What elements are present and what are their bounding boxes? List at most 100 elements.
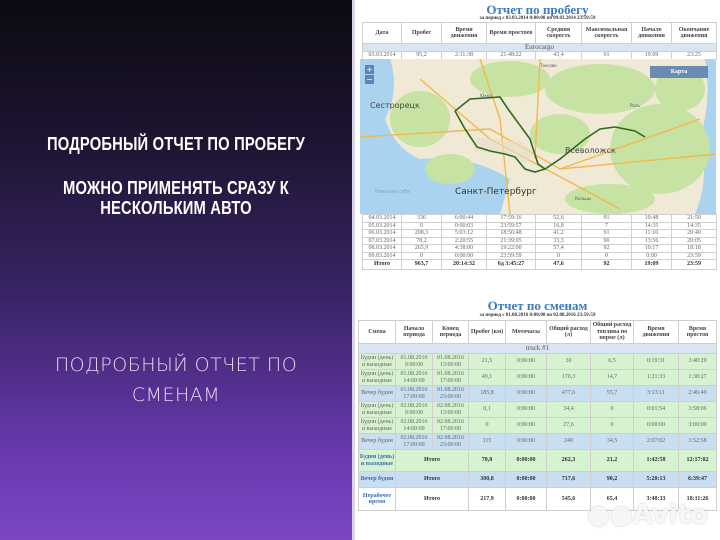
total-cell: 18:11:26 [678,487,717,511]
table-cell: 0:00 [631,251,672,260]
map-label: Санкт-Петербург [455,187,537,197]
promo-shifts-line1: ПОДРОБНЫЙ ОТЧЕТ ПО [54,354,298,376]
shift-row: Вечер будни 01.08.2016 17:00:00 01.08.2016… [358,385,717,402]
table-cell: 57,4 [535,244,582,253]
table-cell: 2:07:02 [633,433,679,450]
avito-watermark: ●●Avito [587,500,708,530]
total-cell: 20:14:32 [441,259,487,270]
total-cell: 47,6 [535,259,582,270]
total-cell: Итого [395,471,469,488]
total-cell: 545,6 [546,487,591,511]
column-header: Средняя скорость [535,22,582,44]
column-header: Моточасы [505,320,547,344]
total-cell: 262,3 [546,449,591,472]
total-row: Итого 963,7 20:14:32 6д 3:45:27 47,6 92 19:09 2… [362,259,717,270]
total-cell: Нерабочее время [358,487,396,511]
table-cell: 17:59:16 [486,214,536,223]
table-row: 03.03.2014 95,2 2:11:38 21:48:22 43,4 91 19:09… [362,51,717,60]
column-header: Смена [358,320,396,344]
table-cell: 10:48 [631,214,672,223]
table-cell: 3:58:06 [678,401,717,418]
table-cell: 208,3 [401,229,442,238]
total-cell: 12:17:02 [678,449,717,472]
table-cell: 336 [401,214,442,223]
table-cell: 0 [401,221,442,230]
table-cell: 04.03.2014 [362,214,402,223]
table-cell: 3:00:00 [678,417,717,434]
total-cell: 90,2 [590,471,634,488]
table-cell: 90 [581,236,632,245]
table-cell: 3:13:11 [633,385,679,402]
column-header: Дата [362,22,402,44]
table-row: 04.03.2014 336 6:00:44 17:59:16 52,6 91 10:48 2… [362,214,717,223]
table-cell: 2:20:55 [441,236,487,245]
table-cell: 02.08.2016 14:00:00 [395,417,433,434]
table-cell: 16,8 [535,221,582,230]
table-cell: 0:00:00 [441,251,487,260]
table-cell: 01.08.2016 17:00:00 [395,385,433,402]
table-cell: 49,1 [468,369,506,386]
table-cell: 265,9 [401,244,442,253]
group-row: Eurocargo [362,43,717,52]
table-cell: 0 [401,251,442,260]
total-cell: 717,6 [546,471,591,488]
table-cell: 6:00:44 [441,214,487,223]
total-cell: 1:42:58 [633,449,679,472]
shift-total-row: Вечер будни Итого 300,8 0:00:00 717,6 90,2 5:2… [358,471,717,488]
table-cell: 34,4 [546,401,591,418]
route-map[interactable]: Сестрорецк Санкт-Петербург Всеволожск Не… [360,59,716,214]
promo-multi-vehicle-line1: МОЖНО ПРИМЕНЯТЬ СРАЗУ К [63,178,289,198]
table-row: 09.03.2014 0 0:00:00 23:59:59 0 0 0:00 23:59 [362,251,717,260]
column-header: Начало движения [631,22,672,44]
table-cell: 477,6 [546,385,591,402]
promo-panel: ПОДРОБНЫЙ ОТЧЕТ ПО ПРОБЕГУ МОЖНО ПРИМЕНЯ… [0,0,352,540]
table-cell: 0:00:03 [441,221,487,230]
table-cell: 55,7 [590,385,634,402]
total-cell: 300,8 [468,471,506,488]
table-cell: 0:19:31 [633,353,679,370]
table-cell: 1:38:27 [678,369,717,386]
table-cell: 3:40:29 [678,353,717,370]
table-cell: 01.08.2016 23:00:00 [432,385,469,402]
promo-multi-vehicle-line2: НЕСКОЛЬКИМ АВТО [100,198,252,218]
table-cell: 0 [581,251,632,260]
table-cell: 11:10 [631,229,672,238]
table-cell: 0 [590,401,634,418]
table-cell: 5:03:12 [441,229,487,238]
total-cell: 19:09 [631,259,672,270]
shift-total-row: Нерабочее время Итого 217,9 0:00:00 545,6 65,… [358,487,717,511]
table-cell: 05.03.2014 [362,221,402,230]
total-cell: Вечер будни [358,471,396,488]
table-cell: 91 [581,229,632,238]
reports-panel: Отчет по пробегу за период с 03.03.2014 … [355,0,720,540]
total-cell: 0:00:00 [505,449,547,472]
table-cell: 18:56:48 [486,229,536,238]
zoom-in-button[interactable]: + [365,65,374,74]
column-header: Максимальная скорость [581,22,632,44]
table-cell: 52,6 [535,214,582,223]
table-cell: Будни (день) и выходные [358,353,396,370]
table-cell: 01.08.2016 13:00:00 [432,353,469,370]
zoom-out-button[interactable]: − [365,75,374,84]
total-cell: 6:39:47 [678,471,717,488]
table-cell: 02.08.2016 17:00:00 [395,433,433,450]
table-cell: 01.08.2016 9:00:00 [395,353,433,370]
table-cell: 18:18 [671,244,717,253]
total-cell: 6д 3:45:27 [486,259,536,270]
map-label: Невская губа [375,189,410,195]
table-cell: 0:00:00 [505,369,547,386]
route-line [454,96,646,173]
table-cell: 115 [468,433,506,450]
total-cell: 92 [581,259,632,270]
table-cell: 23:59 [671,251,717,260]
total-cell: 963,7 [401,259,442,270]
promo-heading-mileage: ПОДРОБНЫЙ ОТЧЕТ ПО ПРОБЕГУ [46,134,305,154]
map-label: Разъ [630,103,640,108]
table-cell: 0:00:00 [633,417,679,434]
table-cell: 14,7 [590,369,634,386]
table-cell: 19:22:00 [486,244,536,253]
table-cell: 0 [535,251,582,260]
map-toggle-button[interactable]: Карта [650,66,708,78]
table-cell: Вечер будни [358,433,396,450]
shift-row: Вечер будни 02.08.2016 17:00:00 02.08.2016… [358,433,717,450]
